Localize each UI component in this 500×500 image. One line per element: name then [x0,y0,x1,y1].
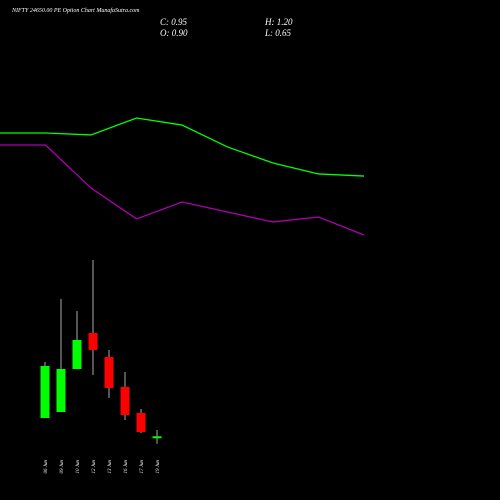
line-series [0,144,365,236]
info-label: L: 0.65 [264,28,292,38]
x-tick-label: 17 Jun [140,460,145,474]
x-tick-label: 16 Jun [124,460,129,474]
candle-body [152,436,162,439]
candle-body [88,333,98,350]
line-series [0,117,365,177]
info-label: O: 0.90 [160,28,188,38]
info-label: C: 0.95 [160,17,188,27]
x-tick-label: 09 Jun [60,460,65,474]
candle-body [104,357,114,388]
candle-body [40,366,50,418]
info-label: H: 1.20 [264,17,293,27]
x-tick-label: 13 Jun [108,460,113,474]
candle-body [72,340,82,369]
candle-body [136,413,146,432]
chart-title: NIFTY 24650.00 PE Option Chart MunafaSut… [11,7,140,14]
x-tick-label: 12 Jun [92,460,97,474]
candle-body [120,387,130,415]
x-tick-label: 19 Jun [156,460,161,474]
x-tick-label: 10 Jun [76,460,81,474]
candle-body [56,369,66,412]
x-tick-label: 06 Jun [44,460,49,474]
